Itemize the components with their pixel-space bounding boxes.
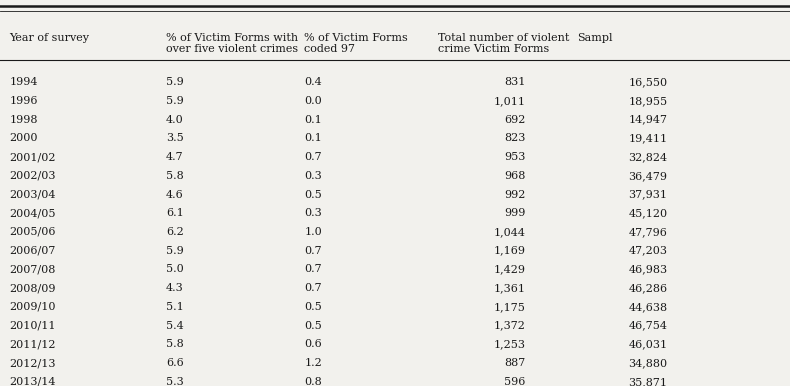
Text: 2006/07: 2006/07 (9, 245, 56, 256)
Text: 992: 992 (504, 190, 525, 200)
Text: 0.4: 0.4 (304, 77, 322, 87)
Text: 18,955: 18,955 (628, 96, 668, 106)
Text: 47,203: 47,203 (629, 245, 668, 256)
Text: 1998: 1998 (9, 115, 38, 125)
Text: 0.3: 0.3 (304, 208, 322, 218)
Text: 0.5: 0.5 (304, 190, 322, 200)
Text: 887: 887 (504, 358, 525, 368)
Text: 19,411: 19,411 (628, 133, 668, 143)
Text: 0.7: 0.7 (304, 245, 322, 256)
Text: 46,031: 46,031 (628, 339, 668, 349)
Text: 0.1: 0.1 (304, 133, 322, 143)
Text: 46,983: 46,983 (628, 264, 668, 274)
Text: 5.0: 5.0 (166, 264, 183, 274)
Text: 1,169: 1,169 (493, 245, 525, 256)
Text: 4.6: 4.6 (166, 190, 183, 200)
Text: Sampl: Sampl (577, 33, 612, 43)
Text: 1.2: 1.2 (304, 358, 322, 368)
Text: 0.5: 0.5 (304, 302, 322, 312)
Text: 2003/04: 2003/04 (9, 190, 56, 200)
Text: 46,286: 46,286 (628, 283, 668, 293)
Text: 2004/05: 2004/05 (9, 208, 56, 218)
Text: 5.1: 5.1 (166, 302, 183, 312)
Text: 1,253: 1,253 (493, 339, 525, 349)
Text: 46,754: 46,754 (629, 320, 668, 330)
Text: 4.7: 4.7 (166, 152, 183, 162)
Text: 2002/03: 2002/03 (9, 171, 56, 181)
Text: 1.0: 1.0 (304, 227, 322, 237)
Text: 6.2: 6.2 (166, 227, 183, 237)
Text: 5.4: 5.4 (166, 320, 183, 330)
Text: 692: 692 (504, 115, 525, 125)
Text: 0.1: 0.1 (304, 115, 322, 125)
Text: % of Victim Forms with
over five violent crimes: % of Victim Forms with over five violent… (166, 33, 298, 54)
Text: 35,871: 35,871 (629, 377, 668, 386)
Text: 823: 823 (504, 133, 525, 143)
Text: 0.6: 0.6 (304, 339, 322, 349)
Text: 5.8: 5.8 (166, 339, 183, 349)
Text: 32,824: 32,824 (628, 152, 668, 162)
Text: 2005/06: 2005/06 (9, 227, 56, 237)
Text: 36,479: 36,479 (629, 171, 668, 181)
Text: 44,638: 44,638 (628, 302, 668, 312)
Text: 0.7: 0.7 (304, 152, 322, 162)
Text: 4.0: 4.0 (166, 115, 183, 125)
Text: 6.1: 6.1 (166, 208, 183, 218)
Text: 0.3: 0.3 (304, 171, 322, 181)
Text: 1,044: 1,044 (493, 227, 525, 237)
Text: 2011/12: 2011/12 (9, 339, 56, 349)
Text: 596: 596 (504, 377, 525, 386)
Text: 1,175: 1,175 (494, 302, 525, 312)
Text: 2001/02: 2001/02 (9, 152, 56, 162)
Text: 5.9: 5.9 (166, 96, 183, 106)
Text: Year of survey: Year of survey (9, 33, 89, 43)
Text: 0.5: 0.5 (304, 320, 322, 330)
Text: 14,947: 14,947 (629, 115, 668, 125)
Text: 953: 953 (504, 152, 525, 162)
Text: 6.6: 6.6 (166, 358, 183, 368)
Text: 1,011: 1,011 (493, 96, 525, 106)
Text: 2010/11: 2010/11 (9, 320, 56, 330)
Text: 0.7: 0.7 (304, 283, 322, 293)
Text: 0.0: 0.0 (304, 96, 322, 106)
Text: 5.3: 5.3 (166, 377, 183, 386)
Text: 968: 968 (504, 171, 525, 181)
Text: 16,550: 16,550 (628, 77, 668, 87)
Text: 0.8: 0.8 (304, 377, 322, 386)
Text: 1,372: 1,372 (494, 320, 525, 330)
Text: 5.9: 5.9 (166, 245, 183, 256)
Text: 5.9: 5.9 (166, 77, 183, 87)
Text: 2013/14: 2013/14 (9, 377, 56, 386)
Text: % of Victim Forms
coded 97: % of Victim Forms coded 97 (304, 33, 408, 54)
Text: 999: 999 (504, 208, 525, 218)
Text: 3.5: 3.5 (166, 133, 183, 143)
Text: 47,796: 47,796 (629, 227, 668, 237)
Text: 2008/09: 2008/09 (9, 283, 56, 293)
Text: 37,931: 37,931 (629, 190, 668, 200)
Text: 1,429: 1,429 (493, 264, 525, 274)
Text: 1994: 1994 (9, 77, 38, 87)
Text: 45,120: 45,120 (628, 208, 668, 218)
Text: 2009/10: 2009/10 (9, 302, 56, 312)
Text: 5.8: 5.8 (166, 171, 183, 181)
Text: 831: 831 (504, 77, 525, 87)
Text: 2007/08: 2007/08 (9, 264, 56, 274)
Text: 2000: 2000 (9, 133, 38, 143)
Text: 1996: 1996 (9, 96, 38, 106)
Text: 4.3: 4.3 (166, 283, 183, 293)
Text: 34,880: 34,880 (628, 358, 668, 368)
Text: 0.7: 0.7 (304, 264, 322, 274)
Text: 1,361: 1,361 (493, 283, 525, 293)
Text: 2012/13: 2012/13 (9, 358, 56, 368)
Text: Total number of violent
crime Victim Forms: Total number of violent crime Victim For… (438, 33, 570, 54)
